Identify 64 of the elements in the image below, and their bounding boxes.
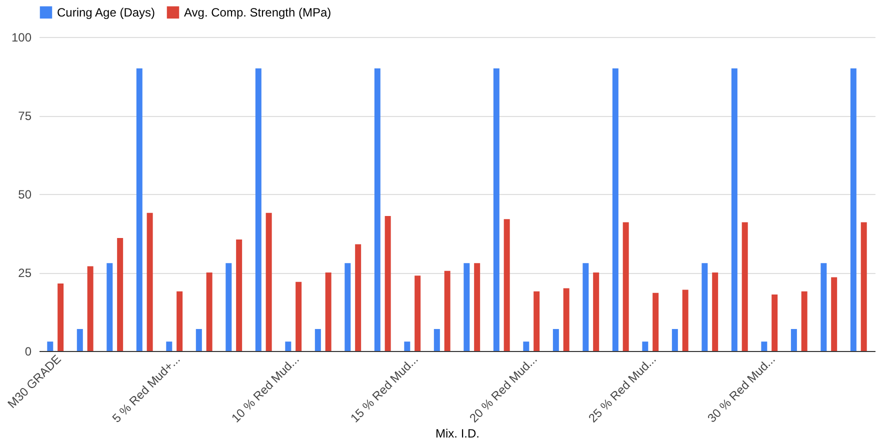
bar [820, 263, 827, 351]
bar [434, 329, 440, 351]
bar [414, 276, 421, 351]
bar [534, 291, 540, 351]
bar [682, 290, 688, 351]
bar [493, 68, 500, 351]
bar [285, 342, 292, 351]
bar [712, 272, 718, 351]
bar [384, 216, 391, 351]
bar [236, 240, 242, 351]
bar [444, 270, 450, 351]
bar [523, 342, 530, 351]
bar [742, 222, 748, 351]
bar [296, 282, 302, 351]
bar [702, 263, 708, 351]
bar [731, 68, 738, 351]
bar [106, 263, 113, 351]
bar [206, 272, 212, 351]
bar [552, 329, 559, 351]
bar [761, 342, 768, 351]
bar [772, 294, 778, 351]
y-tick-label: 25 [18, 266, 32, 280]
bar [87, 266, 94, 351]
bar [176, 291, 183, 351]
bar [266, 212, 272, 351]
y-tick-label: 75 [18, 109, 32, 123]
bar [474, 263, 480, 351]
bar [582, 263, 589, 351]
legend-label: Curing Age (Days) [57, 5, 156, 20]
bar [652, 292, 659, 351]
bar [374, 68, 380, 351]
bar [464, 263, 470, 351]
bar [166, 342, 172, 351]
bar [672, 329, 678, 351]
bar [404, 342, 410, 351]
legend-label: Avg. Comp. Strength (MPa) [184, 5, 332, 20]
bar [790, 329, 797, 351]
bar [642, 342, 648, 351]
bar [850, 68, 856, 351]
bar [593, 272, 600, 351]
bar [117, 238, 124, 351]
y-tick-label: 0 [24, 344, 32, 358]
bar [622, 222, 629, 351]
bar [355, 244, 362, 351]
bar [801, 291, 808, 351]
bar [76, 329, 83, 351]
bar [831, 277, 838, 351]
y-tick-label: 100 [11, 30, 32, 44]
bar [563, 288, 570, 351]
bar [196, 329, 202, 351]
bar [226, 263, 232, 351]
bar [504, 219, 510, 351]
bar [325, 272, 332, 351]
bar [860, 222, 867, 351]
x-axis-title: Mix. I.D. [436, 426, 480, 441]
bar [146, 212, 153, 351]
bar [47, 342, 54, 351]
bar [314, 329, 321, 351]
y-tick-label: 50 [18, 188, 32, 202]
bar [612, 68, 618, 351]
bar [58, 283, 64, 351]
bar [344, 263, 351, 351]
bar [255, 68, 262, 351]
bar [136, 68, 142, 351]
